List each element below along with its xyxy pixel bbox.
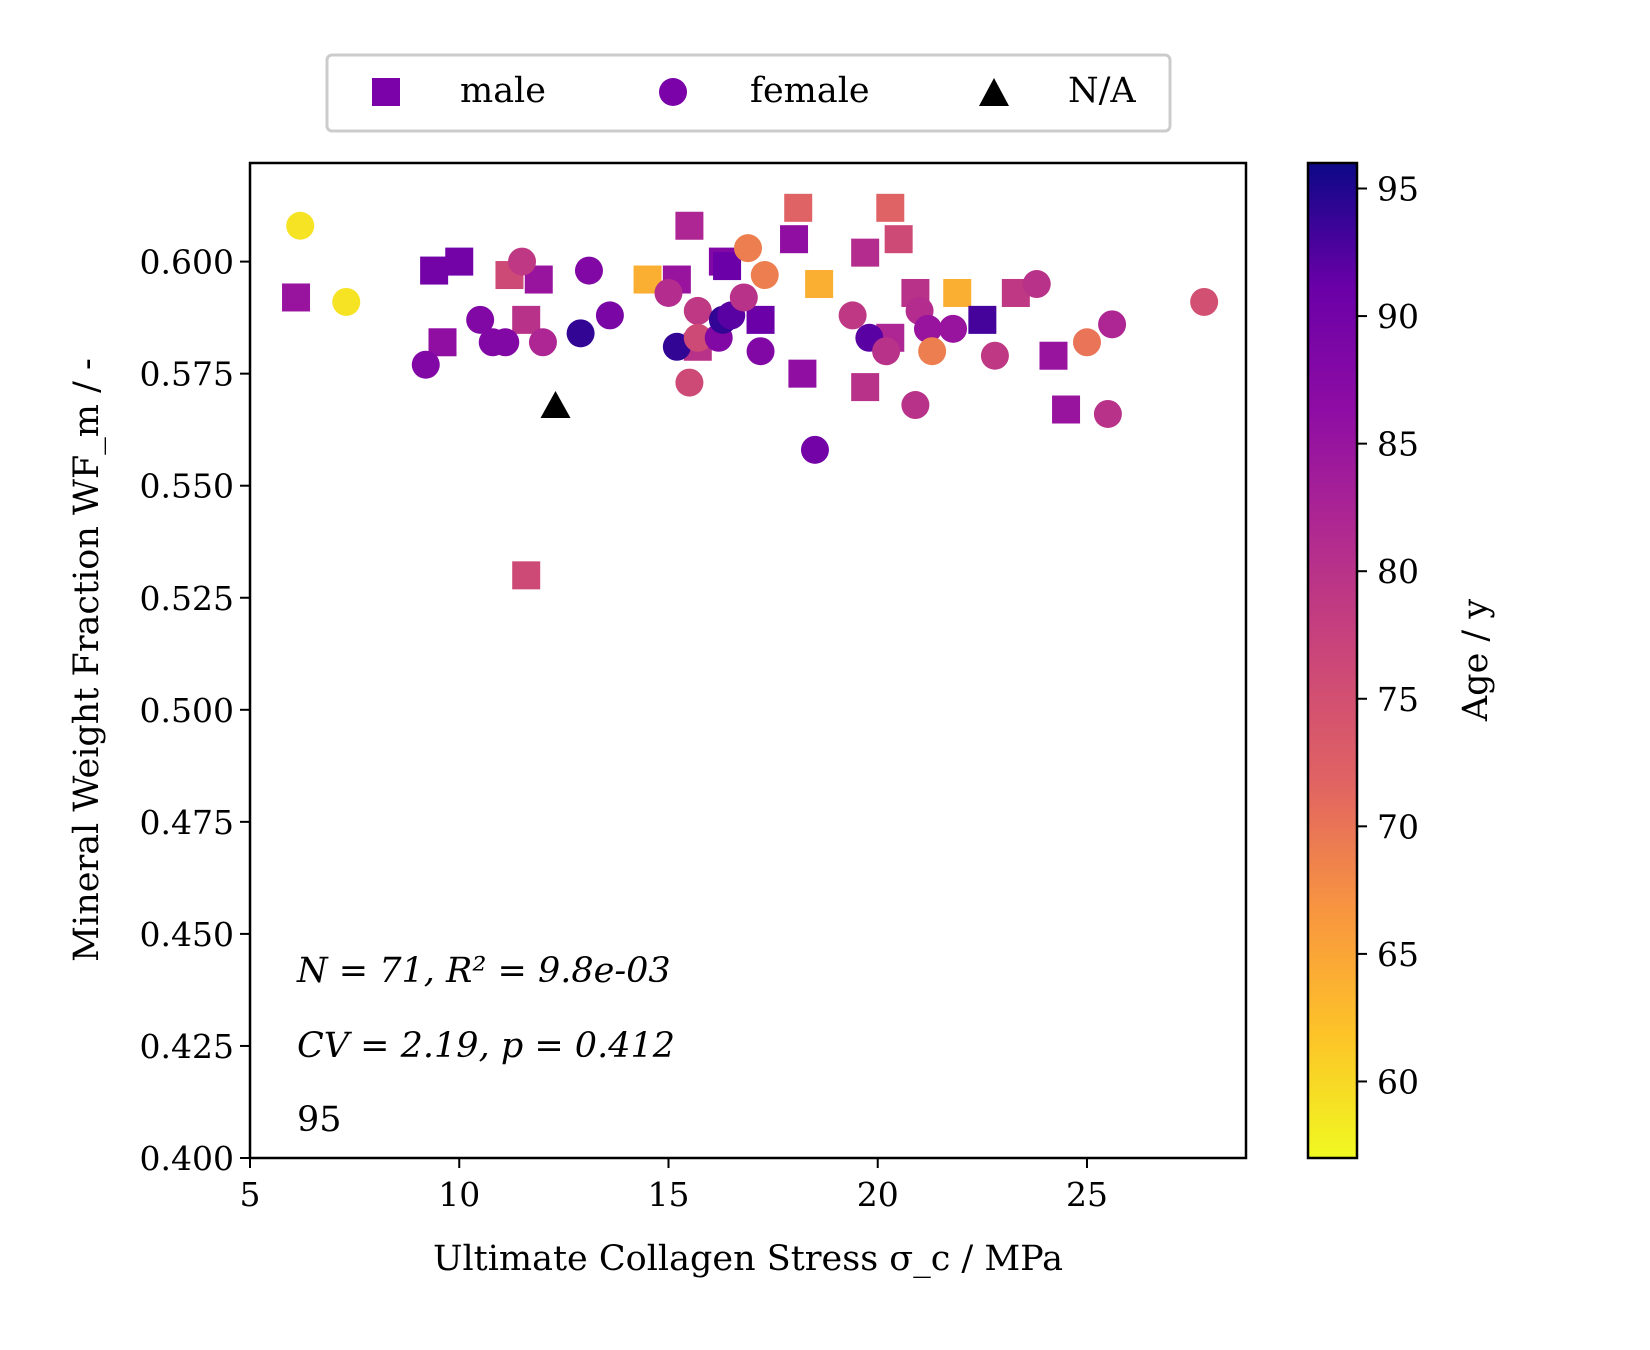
point-female: [901, 391, 930, 420]
colorbar-tick-label: 80: [1377, 552, 1419, 591]
point-male: [428, 328, 457, 357]
point-male: [420, 256, 449, 285]
point-male: [512, 561, 541, 590]
legend-frame: [325, 53, 1172, 133]
colorbar: 60 65 70 75 80 85 90 95 Age / y: [1306, 161, 1496, 1160]
point-female: [595, 301, 624, 330]
colorbar-gradient: [1306, 161, 1359, 1160]
point-female: [654, 278, 683, 307]
point-male: [788, 359, 817, 388]
colorbar-tick-label: 95: [1377, 170, 1419, 209]
point-male: [445, 247, 474, 276]
stats-annotation: N = 71, R² = 9.8e-03 CV = 2.19, p = 0.41…: [296, 951, 675, 1140]
x-tick-label: 25: [1066, 1175, 1108, 1214]
legend-female-label: female: [750, 71, 870, 111]
colorbar-label: Age / y: [1456, 599, 1496, 722]
annotation-line-3: 95: [297, 1100, 342, 1140]
point-female: [872, 337, 901, 366]
colorbar-tick-label: 75: [1377, 680, 1419, 719]
point-male: [784, 193, 813, 222]
point-female: [918, 337, 947, 366]
point-female: [566, 319, 595, 348]
y-tick-label: 0.500: [140, 691, 234, 730]
data-points: [282, 193, 1219, 590]
y-tick-label: 0.450: [140, 915, 234, 954]
point-female: [1093, 399, 1122, 428]
legend-na-marker: [979, 78, 1009, 106]
point-female: [746, 337, 775, 366]
point-female: [286, 211, 315, 240]
point-female: [508, 247, 537, 276]
point-female: [980, 341, 1009, 370]
point-female: [683, 296, 712, 325]
point-female: [729, 283, 758, 312]
point-male: [675, 211, 704, 240]
point-female: [750, 261, 779, 290]
point-female: [1072, 328, 1101, 357]
point-male: [884, 225, 913, 254]
y-tick-label: 0.525: [140, 579, 234, 618]
point-female: [734, 234, 762, 263]
annotation-line-1: N = 71, R² = 9.8e-03: [296, 951, 671, 991]
point-male: [512, 305, 541, 334]
point-na: [540, 391, 571, 419]
point-female: [491, 328, 520, 357]
legend-male-marker: [372, 78, 400, 106]
y-tick-label: 0.550: [140, 467, 234, 506]
point-female: [574, 256, 603, 285]
colorbar-tick-label: 65: [1377, 935, 1419, 974]
x-axis-label: Ultimate Collagen Stress σ_c / MPa: [433, 1239, 1063, 1279]
point-female: [913, 314, 942, 343]
x-tick-label: 10: [438, 1175, 480, 1214]
point-male: [780, 225, 809, 254]
point-female: [1098, 310, 1127, 339]
point-male: [851, 238, 880, 267]
point-female: [675, 368, 704, 397]
point-male: [282, 283, 311, 312]
point-female: [1022, 270, 1051, 299]
point-female: [332, 287, 361, 316]
point-male: [851, 373, 880, 402]
y-tick-label: 0.475: [140, 803, 234, 842]
x-tick-label: 15: [647, 1175, 689, 1214]
point-male: [746, 305, 775, 334]
axis-ticks: 5 10 15 20 25 0.400 0.425 0.450 0.475 0.500 0.525 0…: [140, 243, 1108, 1214]
colorbar-tick-label: 70: [1377, 807, 1419, 846]
colorbar-tick-label: 60: [1377, 1062, 1419, 1101]
point-female: [683, 323, 712, 352]
colorbar-tick-label: 85: [1377, 425, 1419, 464]
legend-female-marker: [659, 78, 687, 106]
y-axis-label: Mineral Weight Fraction WF_m / -: [67, 358, 107, 962]
point-male: [1052, 395, 1081, 424]
point-male: [1039, 341, 1068, 370]
plot-frame: [248, 161, 1248, 1160]
point-female: [528, 328, 557, 357]
legend: male female N/A: [325, 53, 1172, 133]
point-male: [876, 193, 905, 222]
x-tick-label: 20: [857, 1175, 899, 1214]
colorbar-tick-label: 90: [1377, 297, 1419, 336]
y-tick-label: 0.400: [140, 1139, 234, 1178]
point-female: [800, 435, 829, 464]
point-female: [939, 314, 968, 343]
annotation-line-2: CV = 2.19, p = 0.412: [297, 1026, 675, 1066]
colorbar-ticks: 60 65 70 75 80 85 90 95: [1357, 170, 1419, 1101]
point-female: [838, 301, 867, 330]
x-tick-label: 5: [240, 1175, 261, 1214]
legend-male-label: male: [460, 71, 546, 111]
point-male: [968, 305, 997, 334]
point-male: [713, 252, 742, 281]
point-female: [411, 350, 440, 379]
y-tick-label: 0.575: [140, 355, 234, 394]
legend-na-label: N/A: [1068, 71, 1136, 111]
point-female: [466, 305, 495, 334]
y-tick-label: 0.425: [140, 1027, 234, 1066]
point-female: [662, 332, 691, 361]
y-tick-label: 0.600: [140, 243, 234, 282]
point-male: [805, 270, 834, 299]
point-female: [1190, 287, 1219, 316]
point-male: [943, 278, 972, 307]
